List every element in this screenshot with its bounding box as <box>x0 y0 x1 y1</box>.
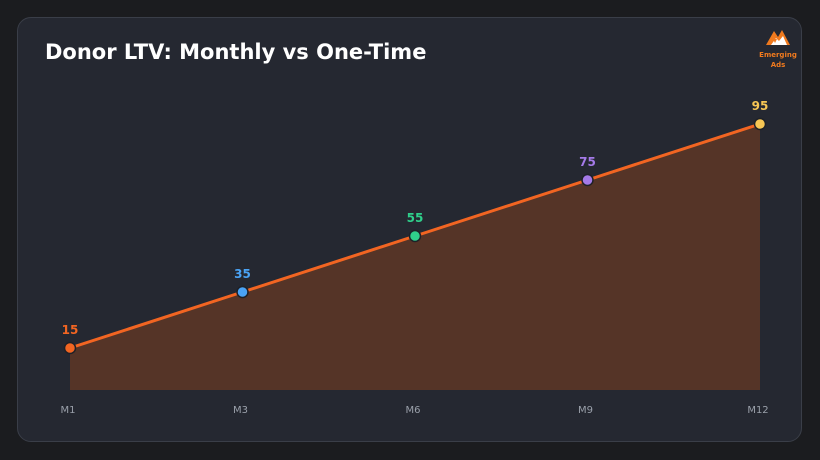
x-axis-ticks: M1 M3 M6 M9 M12 <box>61 405 769 416</box>
x-tick-m9: M9 <box>578 405 593 416</box>
data-labels: 15 35 55 75 95 <box>62 99 769 337</box>
data-points <box>63 117 767 355</box>
data-label-m1: 15 <box>62 323 79 337</box>
data-point-m6 <box>408 229 422 243</box>
data-point-m12 <box>753 117 767 131</box>
data-point-m3 <box>236 285 249 299</box>
brand-logo: Emerging Ads <box>753 28 803 70</box>
data-label-m6: 55 <box>407 211 424 225</box>
mountain-logo-icon <box>766 30 790 45</box>
data-label-m12: 95 <box>752 99 769 113</box>
x-tick-m3: M3 <box>233 405 248 416</box>
data-label-m3: 35 <box>234 267 251 281</box>
data-point-m1 <box>63 341 77 355</box>
x-tick-m12: M12 <box>747 405 768 416</box>
logo-text-line1: Emerging <box>759 51 797 59</box>
area-fill <box>70 124 760 390</box>
logo-text-line2: Ads <box>770 61 786 69</box>
x-tick-m6: M6 <box>406 405 421 416</box>
data-label-m9: 75 <box>579 155 596 169</box>
chart-title: Donor LTV: Monthly vs One-Time <box>45 40 427 64</box>
x-tick-m1: M1 <box>61 405 76 416</box>
data-point-m9 <box>581 173 594 187</box>
